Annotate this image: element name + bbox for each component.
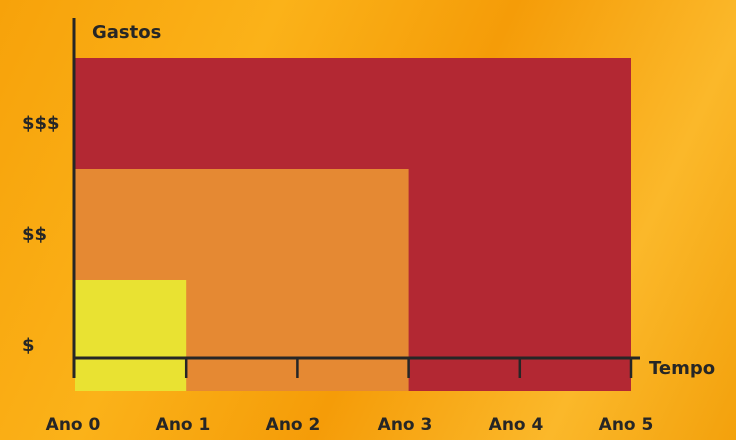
- x-tick-label: Ano 3: [378, 415, 433, 435]
- x-tick-label: Ano 5: [599, 415, 654, 435]
- x-axis-title: Tempo: [649, 358, 715, 379]
- x-tick-label: Ano 1: [156, 415, 211, 435]
- spending-block-3: [75, 280, 187, 391]
- x-tick-label: Ano 2: [266, 415, 321, 435]
- spending-blocks: [75, 58, 631, 391]
- y-tick-label: $$$: [22, 113, 60, 134]
- x-tick-label: Ano 0: [46, 415, 101, 435]
- y-tick-label: $: [22, 335, 35, 356]
- x-tick-label: Ano 4: [489, 415, 544, 435]
- y-tick-label: $$: [22, 224, 47, 245]
- axes: [72, 18, 640, 378]
- y-axis-title: Gastos: [92, 22, 161, 43]
